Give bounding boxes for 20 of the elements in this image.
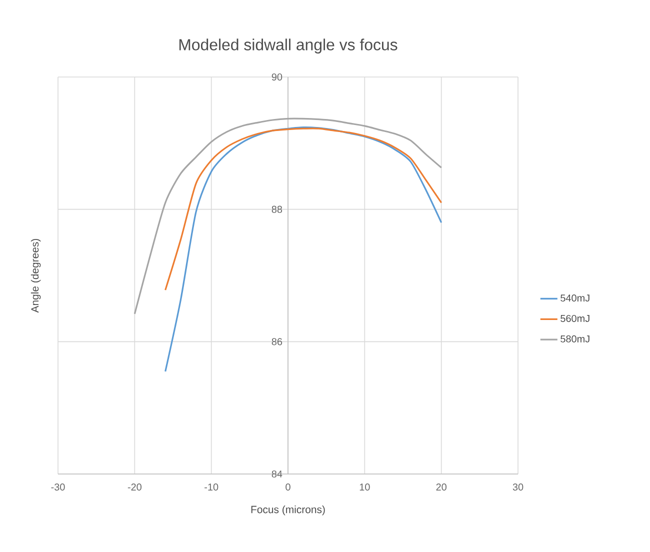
line-series — [134, 118, 442, 315]
line-series — [164, 128, 442, 291]
x-tick-label: 10 — [360, 484, 370, 491]
y-tick-label: 88 — [272, 206, 282, 213]
x-tick-label: -10 — [204, 484, 218, 491]
y-tick-label: 90 — [272, 73, 282, 81]
y-tick-label: 86 — [272, 338, 282, 346]
legend-label: 540mJ — [560, 294, 590, 302]
x-tick-label: 20 — [436, 484, 446, 491]
line-series — [164, 126, 442, 372]
x-tick-label: 0 — [286, 484, 290, 491]
x-tick-label: 30 — [512, 484, 524, 491]
x-tick-label: -20 — [128, 484, 142, 491]
y-tick-label: 84 — [272, 470, 282, 478]
y-axis-title: Angle (degrees) — [30, 238, 41, 313]
chart-title: Modeled sidwall angle vs focus — [179, 38, 398, 54]
legend-label: 560mJ — [560, 314, 590, 322]
legend-label: 580mJ — [560, 335, 590, 342]
x-axis-title: Focus (microns) — [251, 506, 325, 516]
x-tick-label: -30 — [51, 484, 65, 491]
